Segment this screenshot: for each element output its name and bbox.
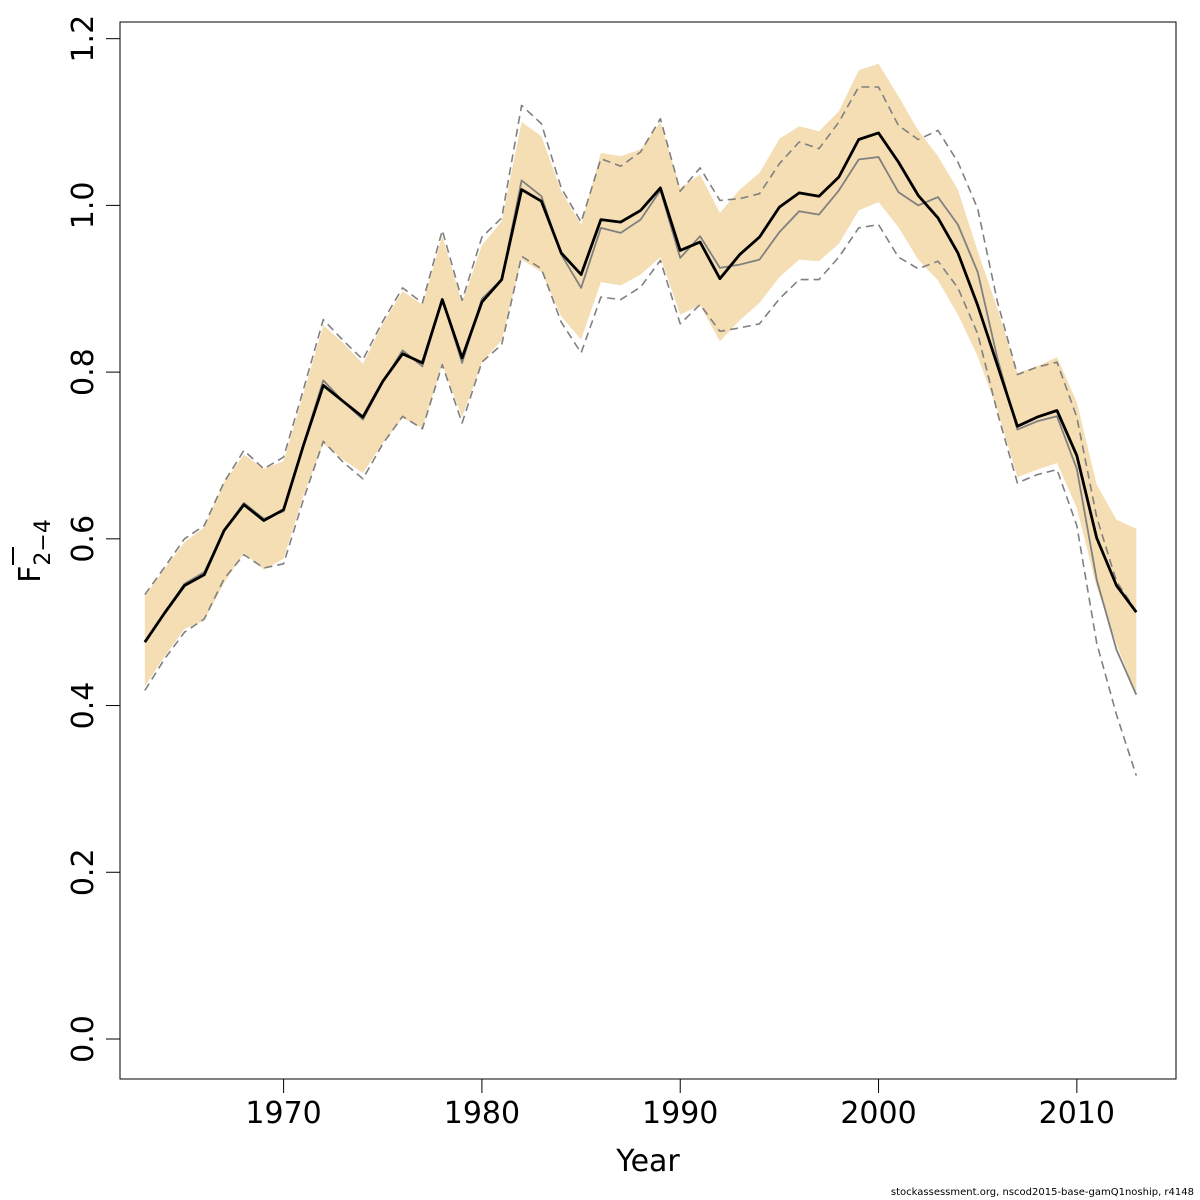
y-axis-title-subscript: 2−4 <box>31 519 56 565</box>
y-tick-label: 1.2 <box>66 15 101 63</box>
confidence-band-layer <box>144 63 1137 695</box>
x-axis: 1970 1980 1990 2000 2010 <box>245 1078 1115 1131</box>
y-axis-title-main: F <box>13 566 48 583</box>
x-tick-label: 1980 <box>444 1096 520 1131</box>
series-line-layer <box>143 86 1138 776</box>
x-tick-label: 2010 <box>1039 1096 1115 1131</box>
y-tick-label: 0.4 <box>66 682 101 730</box>
confidence-band <box>144 63 1137 695</box>
y-axis-title: F2−4 <box>12 519 56 583</box>
y-tick-label: 0.0 <box>66 1015 101 1063</box>
y-tick-label: 0.2 <box>66 848 101 896</box>
comparison-lower-line <box>144 223 1138 776</box>
estimate-line <box>143 131 1138 643</box>
x-axis-title: Year <box>615 1144 680 1179</box>
x-tick-label: 1990 <box>642 1096 718 1131</box>
y-axis: 0.0 0.2 0.4 0.6 0.8 1.0 1.2 <box>66 15 121 1063</box>
y-tick-label: 0.8 <box>66 348 101 396</box>
x-tick-label: 1970 <box>245 1096 321 1131</box>
y-tick-label: 1.0 <box>66 182 101 230</box>
comparison-upper-line <box>144 86 1137 612</box>
svg-text:F2−4: F2−4 <box>13 519 56 583</box>
x-tick-label: 2000 <box>840 1096 916 1131</box>
credit-text: stockassessment.org, nscod2015-base-gamQ… <box>890 1187 1194 1198</box>
y-tick-label: 0.6 <box>66 515 101 563</box>
